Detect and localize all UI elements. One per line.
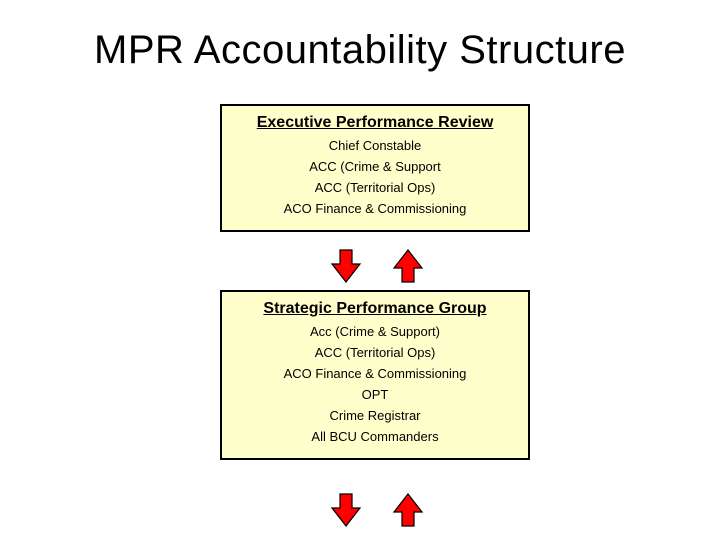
box1-line: ACC (Territorial Ops) [228,180,522,195]
box1-line: ACO Finance & Commissioning [228,201,522,216]
box2-line: OPT [228,387,522,402]
box2-line: Crime Registrar [228,408,522,423]
box2-line: All BCU Commanders [228,429,522,444]
box-strategic-performance-group: Strategic Performance Group Acc (Crime &… [220,290,530,460]
arrow-up-icon [392,492,424,528]
page-title: MPR Accountability Structure [0,28,720,73]
arrow-row-1 [220,246,530,286]
arrow-down-icon [330,492,362,528]
arrow-down-icon [330,248,362,284]
arrow-row-2 [220,490,530,530]
box1-line: ACC (Crime & Support [228,159,522,174]
arrow-up-icon [392,248,424,284]
box2-line: ACO Finance & Commissioning [228,366,522,381]
box2-line: Acc (Crime & Support) [228,324,522,339]
box-executive-performance-review: Executive Performance Review Chief Const… [220,104,530,232]
box2-line: ACC (Territorial Ops) [228,345,522,360]
box1-header: Executive Performance Review [228,114,522,132]
slide: MPR Accountability Structure Executive P… [0,0,720,540]
box2-header: Strategic Performance Group [228,300,522,318]
box1-line: Chief Constable [228,138,522,153]
